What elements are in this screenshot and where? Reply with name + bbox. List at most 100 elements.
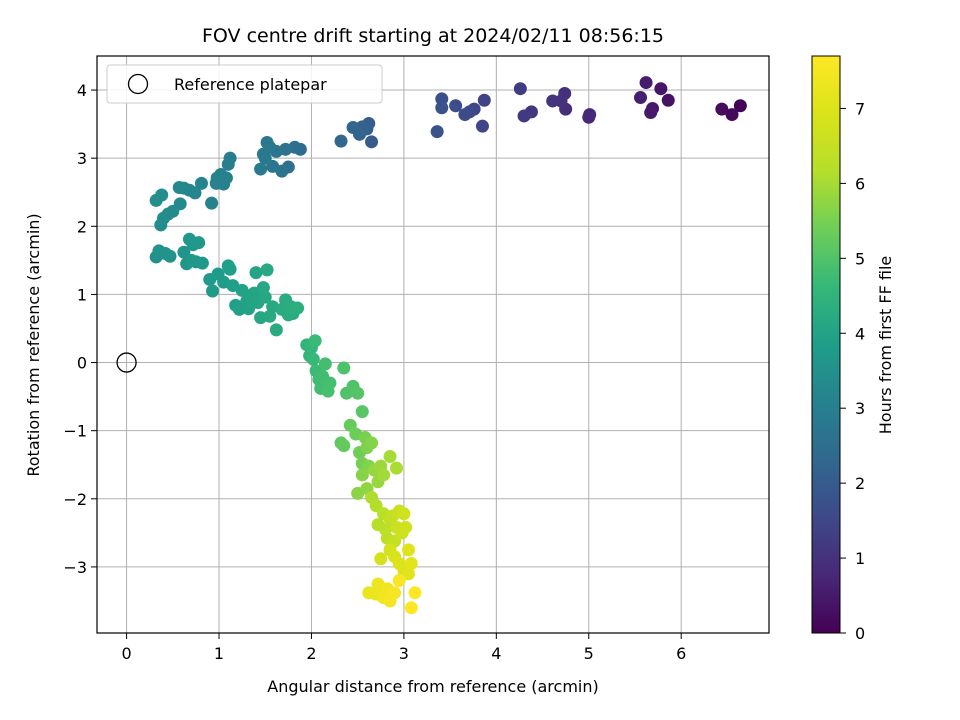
data-point xyxy=(154,218,168,232)
x-tick-label: 2 xyxy=(306,644,316,663)
y-axis-label: Rotation from reference (arcmin) xyxy=(24,213,43,476)
data-point xyxy=(258,290,272,304)
data-point xyxy=(475,119,489,133)
data-point xyxy=(254,162,268,176)
data-point xyxy=(733,99,747,113)
data-point xyxy=(221,157,235,171)
x-tick-label: 0 xyxy=(121,644,131,663)
colorbar-tick-label: 4 xyxy=(855,324,865,343)
data-point xyxy=(399,520,413,534)
x-tick-label: 1 xyxy=(214,644,224,663)
data-point xyxy=(346,121,360,135)
data-point xyxy=(634,91,648,105)
data-point xyxy=(661,93,675,107)
data-point xyxy=(306,352,320,366)
colorbar-ticks: 0 1 2 3 4 5 6 7 xyxy=(840,99,865,643)
data-point xyxy=(337,361,351,375)
data-point xyxy=(355,405,369,419)
data-point xyxy=(402,543,416,557)
data-point xyxy=(351,386,365,400)
data-point xyxy=(389,461,403,475)
data-point xyxy=(249,266,263,280)
colorbar-tick-label: 5 xyxy=(855,249,865,268)
data-point xyxy=(269,323,283,337)
data-point xyxy=(260,136,274,150)
data-points xyxy=(116,76,747,615)
colorbar-tick-label: 7 xyxy=(855,99,865,118)
y-tick-label: 0 xyxy=(77,354,87,373)
data-point xyxy=(209,176,223,190)
data-point xyxy=(308,334,322,348)
colorbar-label: Hours from first FF file xyxy=(876,256,895,435)
data-point xyxy=(235,283,249,297)
data-point xyxy=(388,586,402,600)
colorbar-tick-label: 0 xyxy=(855,624,865,643)
data-point xyxy=(374,552,388,566)
x-axis-label: Angular distance from reference (arcmin) xyxy=(267,677,598,696)
data-point xyxy=(355,468,369,482)
legend-box xyxy=(106,64,383,104)
x-axis-ticks: 0 1 2 3 4 5 6 xyxy=(121,633,686,663)
x-tick-label: 4 xyxy=(491,644,501,663)
colorbar-tick-label: 1 xyxy=(855,549,865,568)
data-point xyxy=(256,147,270,161)
colorbar-tick-label: 6 xyxy=(855,174,865,193)
data-point xyxy=(397,507,411,521)
colorbar-tick-label: 2 xyxy=(855,474,865,493)
data-point xyxy=(715,102,729,116)
legend-marker-icon xyxy=(127,73,149,95)
y-tick-label: −1 xyxy=(63,422,87,441)
y-tick-label: −2 xyxy=(63,490,87,509)
data-point xyxy=(365,436,379,450)
x-tick-label: 3 xyxy=(399,644,409,663)
colorbar-tick-label: 3 xyxy=(855,399,865,418)
data-point xyxy=(513,82,527,96)
data-point xyxy=(195,256,209,270)
data-point xyxy=(334,134,348,148)
y-tick-label: 2 xyxy=(77,217,87,236)
data-point xyxy=(404,601,418,615)
data-point xyxy=(163,249,177,263)
data-point xyxy=(206,284,220,298)
data-point xyxy=(205,196,219,210)
colorbar: 0 1 2 3 4 5 6 7 Hours from first FF file xyxy=(811,55,895,643)
data-point xyxy=(337,439,351,453)
data-point xyxy=(404,557,418,571)
data-point xyxy=(546,94,560,108)
chart-title: FOV centre drift starting at 2024/02/11 … xyxy=(202,25,664,47)
data-point xyxy=(149,193,163,207)
data-point xyxy=(192,236,206,250)
grid-lines xyxy=(97,56,769,633)
y-tick-label: −3 xyxy=(63,558,87,577)
reference-platepar-marker xyxy=(116,352,137,373)
data-point xyxy=(223,262,237,276)
y-axis-ticks: −3 −2 −1 0 1 2 3 4 xyxy=(63,81,97,577)
x-tick-label: 6 xyxy=(676,644,686,663)
plot-frame xyxy=(96,55,770,634)
data-point xyxy=(242,302,256,316)
data-point xyxy=(383,450,397,464)
data-point xyxy=(291,301,305,315)
data-point xyxy=(392,574,406,588)
data-point xyxy=(430,125,444,139)
data-point xyxy=(402,567,416,581)
data-point xyxy=(517,109,531,123)
colorbar-gradient xyxy=(811,55,841,634)
data-point xyxy=(365,135,379,149)
x-tick-label: 5 xyxy=(584,644,594,663)
data-point xyxy=(377,468,391,482)
data-point xyxy=(194,176,208,190)
y-tick-label: 3 xyxy=(77,149,87,168)
data-point xyxy=(172,180,186,194)
data-point xyxy=(435,101,449,115)
data-point xyxy=(644,106,658,120)
legend-entry: Reference platepar xyxy=(174,75,327,94)
data-point xyxy=(582,110,596,124)
data-point xyxy=(449,99,463,113)
data-point xyxy=(639,76,653,90)
data-point xyxy=(458,108,472,122)
data-point xyxy=(725,108,739,122)
y-tick-label: 4 xyxy=(77,81,87,100)
data-point xyxy=(477,93,491,107)
